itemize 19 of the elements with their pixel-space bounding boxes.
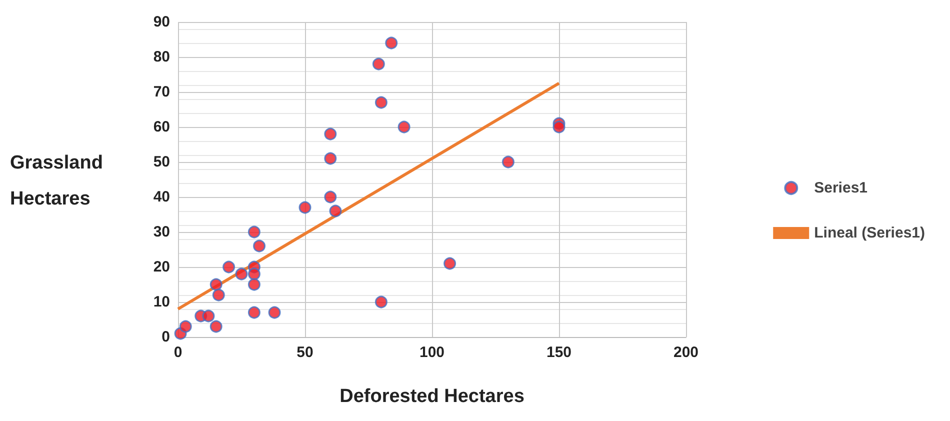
- y-tick-label: 30: [153, 224, 170, 240]
- y-tick-label: 70: [153, 84, 170, 100]
- y-tick-label: 80: [153, 48, 170, 66]
- x-axis-title: Deforested Hectares: [340, 386, 524, 407]
- x-tick-label: 100: [419, 344, 445, 361]
- x-tick-label: 200: [673, 344, 699, 361]
- y-tick-label: 40: [153, 188, 170, 206]
- y-tick-label: 0: [162, 328, 170, 346]
- legend-label: Lineal (Series1): [814, 224, 926, 242]
- x-tick-label: 0: [174, 344, 182, 361]
- y-tick-label: 20: [153, 258, 170, 276]
- x-tick-label: 50: [296, 344, 314, 361]
- y-tick-label: 10: [153, 294, 170, 310]
- x-tick-label: 150: [546, 344, 572, 361]
- y-tick-label: 90: [153, 14, 170, 30]
- y-axis-title: Grassland Hectares: [10, 152, 108, 210]
- legend-label: Series1: [814, 180, 868, 196]
- y-tick-label: 60: [153, 118, 170, 136]
- y-tick-label: 50: [153, 154, 170, 170]
